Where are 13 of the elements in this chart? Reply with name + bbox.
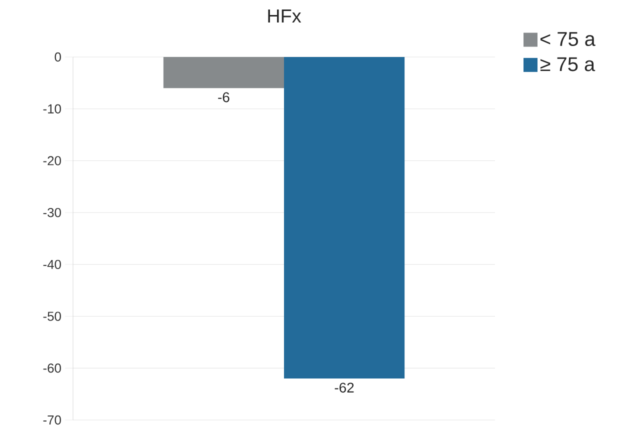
chart-title: HFx [268, 10, 302, 23]
legend-label: ≥ 75 a [540, 57, 596, 72]
data-label: -6 [218, 92, 230, 102]
y-tick-label: -20 [43, 156, 61, 166]
y-tick-label: -10 [43, 104, 61, 114]
y-tick-label: -50 [43, 312, 61, 321]
y-tick-label: 0 [54, 52, 61, 62]
y-tick-label: -70 [43, 415, 61, 425]
legend-label: < 75 a [540, 32, 596, 46]
y-tick-label: -40 [43, 260, 61, 270]
y-tick-label: -30 [43, 208, 61, 218]
data-label: -62 [334, 382, 354, 393]
y-tick-label: -60 [43, 364, 61, 373]
